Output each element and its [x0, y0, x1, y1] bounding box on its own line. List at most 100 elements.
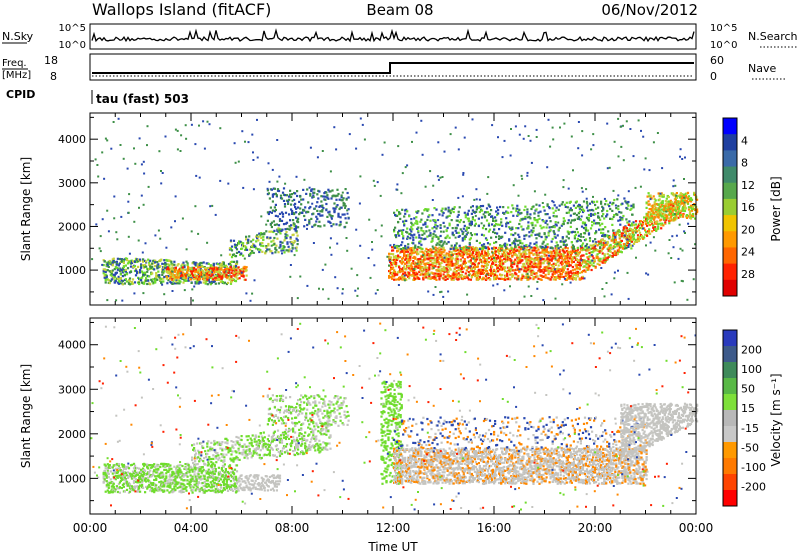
- power-echo-speckle: [542, 202, 544, 204]
- power-echo: [468, 220, 470, 222]
- power-echo: [623, 197, 625, 199]
- power-echo: [341, 194, 343, 196]
- power-echo: [561, 261, 563, 263]
- power-echo: [175, 267, 177, 269]
- power-echo: [449, 224, 451, 226]
- power-echo: [140, 267, 142, 269]
- power-echo: [529, 263, 531, 265]
- power-echo: [647, 196, 649, 198]
- power-echo: [692, 213, 694, 215]
- power-echo: [230, 240, 232, 242]
- power-echo: [404, 213, 406, 215]
- power-echo: [443, 222, 445, 224]
- power-echo: [569, 231, 571, 233]
- power-echo: [568, 271, 570, 273]
- power-echo: [541, 255, 543, 257]
- power-echo: [465, 272, 467, 274]
- power-echo: [534, 247, 536, 249]
- power-echo: [410, 226, 412, 228]
- nsky-line: [92, 30, 694, 41]
- power-echo: [306, 188, 308, 190]
- power-echo: [471, 254, 473, 256]
- power-echo: [145, 277, 147, 279]
- power-echo: [525, 249, 527, 251]
- power-echo: [478, 269, 480, 271]
- power-echo: [577, 218, 579, 220]
- power-echo: [145, 280, 147, 282]
- power-echo: [666, 203, 668, 205]
- power-echo-speckle: [158, 230, 160, 232]
- power-echo: [624, 230, 626, 232]
- power-echo: [402, 235, 404, 237]
- power-echo: [514, 246, 516, 248]
- power-echo: [504, 261, 506, 263]
- power-echo: [275, 209, 277, 211]
- power-echo: [282, 192, 284, 194]
- power-echo-speckle: [105, 138, 107, 140]
- power-echo: [457, 255, 459, 257]
- power-echo: [444, 225, 446, 227]
- power-echo: [576, 267, 578, 269]
- power-echo: [343, 197, 345, 199]
- power-echo: [531, 222, 533, 224]
- power-echo: [555, 263, 557, 265]
- power-echo: [535, 241, 537, 243]
- power-echo: [664, 221, 666, 223]
- power-echo: [136, 272, 138, 274]
- power-echo: [523, 235, 525, 237]
- power-echo: [244, 266, 246, 268]
- power-echo: [599, 264, 601, 266]
- power-echo: [511, 247, 513, 249]
- power-echo: [631, 223, 633, 225]
- power-echo: [668, 196, 670, 198]
- power-echo: [501, 225, 503, 227]
- power-echo: [127, 267, 129, 269]
- power-echo: [286, 235, 288, 237]
- power-echo: [581, 263, 583, 265]
- power-echo: [430, 251, 432, 253]
- power-echo: [227, 272, 229, 274]
- power-echo: [604, 253, 606, 255]
- power-echo: [416, 251, 418, 253]
- power-echo: [177, 271, 179, 273]
- power-echo: [604, 244, 606, 246]
- power-echo: [305, 193, 307, 195]
- power-echo: [210, 264, 212, 266]
- power-echo: [247, 239, 249, 241]
- power-echo: [652, 205, 654, 207]
- power-echo: [553, 250, 555, 252]
- power-echo: [537, 215, 539, 217]
- power-echo: [153, 268, 155, 270]
- power-echo: [646, 235, 648, 237]
- power-echo: [405, 268, 407, 270]
- power-echo: [476, 258, 478, 260]
- power-echo: [568, 262, 570, 264]
- power-echo: [399, 213, 401, 215]
- power-echo: [577, 238, 579, 240]
- power-echo: [434, 273, 436, 275]
- power-echo: [516, 265, 518, 267]
- power-echo: [290, 224, 292, 226]
- power-echo: [651, 230, 653, 232]
- power-echo: [493, 229, 495, 231]
- power-echo: [471, 213, 473, 215]
- power-echo: [501, 259, 503, 261]
- power-echo: [417, 267, 419, 269]
- power-echo: [574, 237, 576, 239]
- power-echo-speckle: [297, 297, 299, 299]
- power-echo-speckle: [416, 263, 418, 265]
- power-echo: [422, 261, 424, 263]
- power-echo: [682, 216, 684, 218]
- power-echo: [535, 204, 537, 206]
- power-echo: [542, 246, 544, 248]
- date-title: 06/Nov/2012: [601, 1, 698, 19]
- power-echo: [634, 241, 636, 243]
- power-echo: [549, 217, 551, 219]
- power-echo: [166, 278, 168, 280]
- power-echo-speckle: [142, 252, 144, 254]
- power-echo: [275, 245, 277, 247]
- power-echo: [581, 206, 583, 208]
- power-echo: [570, 226, 572, 228]
- power-echo: [492, 220, 494, 222]
- power-echo: [481, 265, 483, 267]
